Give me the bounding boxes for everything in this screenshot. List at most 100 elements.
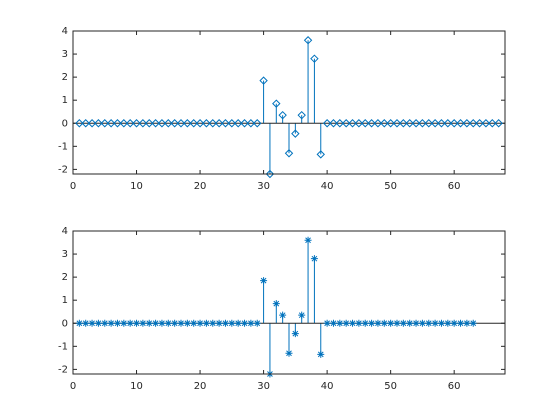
marker [329, 319, 337, 327]
marker [164, 119, 173, 128]
marker [291, 129, 300, 138]
x-tick-label: 20 [194, 381, 207, 392]
marker [329, 119, 338, 128]
marker [195, 119, 205, 128]
marker [119, 119, 129, 128]
marker [488, 119, 497, 128]
marker [120, 319, 128, 327]
axes-box [72, 230, 506, 375]
marker [152, 319, 160, 327]
marker [202, 119, 211, 128]
marker [278, 110, 287, 120]
marker [425, 319, 433, 327]
x-tick-label: 30 [257, 181, 270, 192]
marker [317, 350, 325, 358]
y-tick-label: -2 [58, 164, 68, 175]
marker [437, 119, 446, 128]
marker [481, 119, 491, 128]
y-tick-label: -2 [58, 364, 68, 375]
marker [221, 319, 229, 327]
marker [374, 319, 382, 327]
marker [393, 319, 401, 327]
x-tick-label: 20 [194, 181, 207, 192]
marker [196, 319, 204, 327]
marker [303, 36, 313, 45]
marker [399, 119, 408, 128]
marker [101, 319, 109, 327]
marker [367, 119, 376, 128]
marker [113, 119, 122, 128]
marker [279, 311, 287, 319]
y-tick-label: 3 [62, 49, 68, 60]
marker [405, 119, 414, 128]
marker [380, 119, 389, 128]
marker [322, 119, 332, 128]
marker [316, 150, 325, 159]
x-tick-label: 40 [321, 181, 334, 192]
x-tick-label: 10 [130, 381, 143, 392]
marker [297, 110, 306, 120]
y-tick-label: 4 [62, 26, 68, 37]
marker [125, 119, 135, 128]
marker [75, 119, 84, 128]
marker [189, 119, 198, 128]
marker [132, 119, 141, 128]
marker [399, 319, 407, 327]
axes-box [72, 30, 506, 175]
marker [241, 319, 249, 327]
marker [406, 319, 414, 327]
marker [336, 319, 344, 327]
marker [494, 119, 503, 128]
y-tick-label: 2 [62, 72, 68, 83]
marker [208, 119, 217, 128]
marker [430, 119, 440, 128]
marker [259, 76, 268, 85]
marker [368, 319, 376, 327]
marker [457, 319, 465, 327]
marker [183, 119, 192, 128]
marker [158, 319, 166, 327]
marker [361, 319, 369, 327]
marker [81, 119, 90, 128]
marker [177, 319, 185, 327]
marker [298, 311, 306, 319]
marker [450, 319, 458, 327]
marker [424, 119, 433, 128]
marker [126, 319, 134, 327]
marker [437, 319, 445, 327]
marker [94, 319, 102, 327]
marker [456, 119, 465, 128]
y-tick-label: -1 [58, 341, 68, 352]
marker [164, 319, 172, 327]
x-tick-label: 60 [448, 181, 461, 192]
marker [113, 319, 121, 327]
marker [386, 119, 395, 128]
marker [342, 319, 350, 327]
y-tick-label: 1 [62, 295, 68, 306]
marker [373, 119, 383, 128]
marker [209, 319, 217, 327]
marker [469, 319, 477, 327]
marker [253, 319, 261, 327]
marker [310, 54, 319, 63]
marker [475, 119, 484, 128]
marker [449, 119, 459, 128]
marker [265, 169, 275, 179]
marker [247, 319, 255, 327]
marker [202, 319, 210, 327]
y-tick-label: 1 [62, 95, 68, 106]
y-tick-label: 3 [62, 249, 68, 260]
marker [100, 119, 109, 128]
x-tick-label: 50 [384, 181, 397, 192]
marker [228, 319, 236, 327]
marker [170, 119, 179, 128]
marker [444, 319, 452, 327]
x-tick-label: 10 [130, 181, 143, 192]
y-tick-label: 2 [62, 272, 68, 283]
marker [304, 236, 312, 244]
marker [469, 119, 478, 128]
marker [387, 319, 395, 327]
marker [348, 119, 357, 128]
marker [145, 319, 153, 327]
